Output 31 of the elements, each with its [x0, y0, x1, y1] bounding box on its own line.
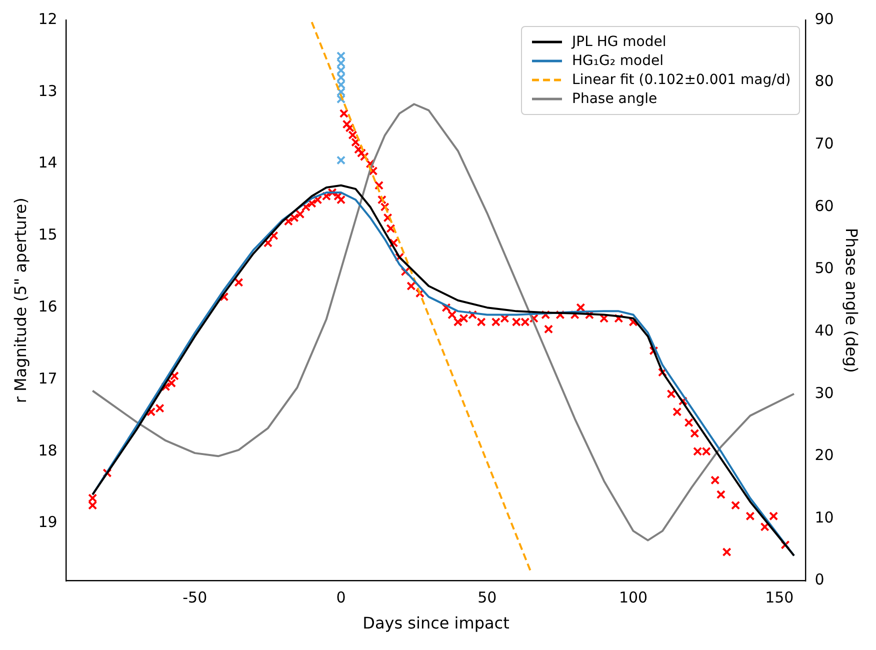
- y2-tick-label: 60: [814, 196, 834, 215]
- x-axis-title: Days since impact: [362, 614, 510, 633]
- y-tick-label: 19: [38, 513, 58, 532]
- y2-tick-label: 0: [814, 570, 824, 589]
- y-axis-title: r Magnitude (5" aperture): [10, 198, 30, 404]
- y2-tick-label: 30: [814, 384, 834, 402]
- y-tick-label: 16: [38, 297, 58, 316]
- y-tick-label: 14: [38, 154, 58, 172]
- x-tick-label: 50: [478, 588, 497, 607]
- y2-tick-label: 90: [814, 10, 834, 28]
- x-tick-label: -50: [182, 588, 208, 607]
- y2-tick-label: 40: [814, 321, 834, 340]
- y2-axis-title: Phase angle (deg): [842, 228, 862, 373]
- point: [336, 156, 346, 165]
- legend-label: Linear fit (0.102±0.001 mag/d): [572, 72, 791, 88]
- legend-label: Phase angle: [572, 91, 658, 107]
- y-tick-label: 18: [38, 441, 58, 460]
- legend-label: HG₁G₂ model: [572, 53, 664, 69]
- x-tick-label: 0: [336, 588, 346, 607]
- y-tick-label: 13: [38, 82, 58, 100]
- x-tick-label: 150: [765, 588, 794, 607]
- y-tick-label: 12: [38, 10, 58, 28]
- y2-tick-label: 70: [814, 134, 834, 153]
- y-tick-label: 17: [38, 369, 58, 388]
- x-tick-label: 100: [618, 588, 648, 607]
- y2-tick-label: 80: [814, 72, 834, 90]
- y2-tick-label: 20: [814, 446, 834, 464]
- legend-label: JPL HG model: [572, 34, 666, 50]
- y2-tick-label: 10: [814, 508, 834, 526]
- y2-tick-label: 50: [814, 259, 834, 278]
- y-tick-label: 15: [38, 226, 58, 244]
